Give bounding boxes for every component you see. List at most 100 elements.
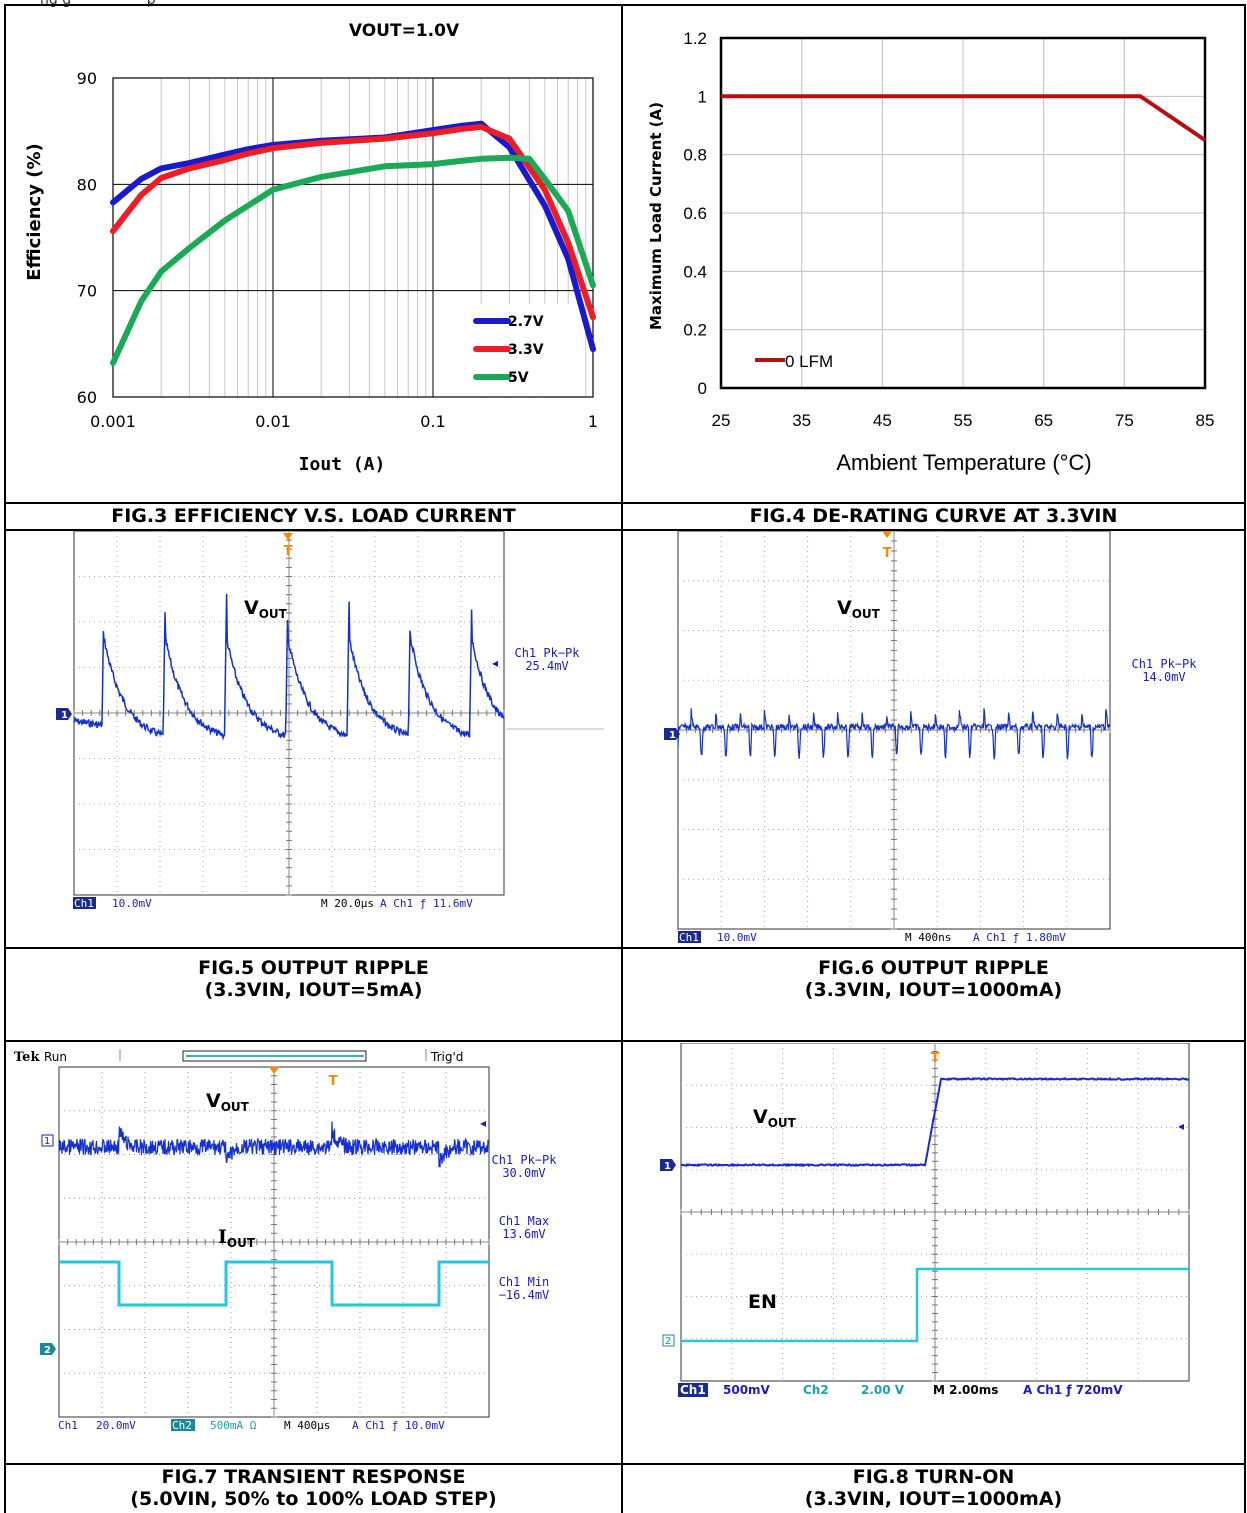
fig5-status-ch: Ch1: [74, 897, 94, 910]
fig8-en-label: EN: [748, 1291, 777, 1313]
fig7-trigger-t-icon: T: [329, 1074, 338, 1089]
fig4-x-tick-label: 65: [1034, 411, 1053, 430]
fig8-vout-label: VOUT: [753, 1106, 797, 1130]
fig4-y-tick-label: 1.2: [683, 29, 707, 48]
fig5-ch1-marker-label: 1: [61, 710, 68, 721]
fig3-ylabel: Efficiency (%): [24, 143, 45, 280]
fig7-tek-label: Tek: [14, 1050, 40, 1065]
fig3-y-tick-label: 60: [77, 388, 97, 407]
fig6-trigger-marker-icon: [882, 531, 892, 538]
fig6-ch1-marker-icon: [664, 728, 680, 740]
fig6-caption: FIG.6 OUTPUT RIPPLE (3.3VIN, IOUT=1000mA): [804, 957, 1063, 1001]
fig5-ch1-marker-icon: [56, 708, 72, 720]
fig4-y-tick-label: 0.2: [683, 321, 707, 340]
fig7-ch2-marker-icon: [40, 1343, 56, 1355]
fig3-x-tick-label: 0.1: [420, 412, 445, 431]
fig5-trigger-marker-icon: [283, 533, 293, 540]
fig3-legend-label: 5V: [508, 370, 529, 386]
fig7-run-label: Run: [44, 1050, 67, 1064]
fig4-y-tick-label: 0.8: [683, 146, 707, 165]
fig3-y-tick-label: 70: [77, 282, 97, 301]
fig5-status-trig: A Ch1 ƒ 11.6mV: [380, 897, 473, 910]
fig4-x-tick-label: 55: [954, 411, 973, 430]
fig7-meas-1b: 30.0mV: [502, 1166, 545, 1180]
fig5-meas-2: 25.4mV: [525, 659, 568, 673]
fig8-ch1-tag: [678, 1383, 708, 1397]
fig4-x-tick-label: 35: [792, 411, 811, 430]
fig7-status-ch1: Ch1: [58, 1419, 78, 1432]
fig4-ylabel: Maximum Load Current (A): [647, 102, 665, 330]
fig8-ch1-marker-icon: [660, 1159, 676, 1171]
fig4-x-tick-label: 25: [712, 411, 731, 430]
fig7-trigd-label: Trig'd: [430, 1050, 463, 1064]
fig7-ch1-marker-icon: [41, 1134, 54, 1147]
fig4-y-tick-label: 0.6: [683, 204, 707, 223]
fig6-meas-1: Ch1 Pk−Pk: [1131, 657, 1197, 671]
fig8-caption: FIG.8 TURN-ON (3.3VIN, IOUT=1000mA): [804, 1466, 1063, 1510]
fig6-trigger-t-icon: T: [883, 546, 892, 561]
fig7-meas-2a: Ch1 Max: [499, 1214, 550, 1228]
fig5-pos-arrow-icon: ◂: [492, 656, 498, 670]
fig8-pos-arrow-icon: ◂: [1178, 1119, 1184, 1133]
fig5-scope: T VOUT Ch1 Pk−Pk 25.4mV 1 ◂ Ch1 10.0mV M…: [56, 531, 604, 910]
fig7-meas-3a: Ch1 Min: [499, 1275, 550, 1289]
fig8-status-ch1: Ch1: [680, 1383, 706, 1397]
fig3-legend-box: [444, 304, 584, 396]
fig6-ch1-marker-label: 1: [669, 730, 676, 741]
fig7-vout-label: VOUT: [206, 1090, 250, 1114]
fig3-x-tick-label: 1: [588, 412, 598, 431]
fig4-x-tick-label: 85: [1196, 411, 1215, 430]
fig8-status-s1: 500mV: [723, 1383, 771, 1397]
fig7-record-bar: [182, 1050, 367, 1062]
fig8-trace-vout: [680, 1076, 1190, 1168]
fig3-x-tick-label: 0.001: [90, 412, 136, 431]
fig7-status-ch2: Ch2: [172, 1419, 192, 1432]
fig6-status-scale: 10.0mV: [717, 931, 757, 944]
fig7-ch2-marker-label: 2: [44, 1345, 51, 1356]
fig4-caption: FIG.4 DE-RATING CURVE AT 3.3VIN: [749, 505, 1118, 527]
fig3-legend-label: 2.7V: [508, 314, 544, 330]
fig8-status-trig: A Ch1 ƒ 720mV: [1023, 1383, 1123, 1397]
fig5-status-time: M 20.0µs: [321, 897, 374, 910]
fig5-trigger-t-icon: T: [284, 544, 293, 559]
fig6-meas-2: 14.0mV: [1142, 670, 1185, 684]
fig7-meas-1a: Ch1 Pk−Pk: [491, 1153, 557, 1167]
fig4-plot-frame: [719, 36, 1207, 390]
fig5-trace: [73, 593, 505, 741]
fig3-plot-frame: [112, 77, 594, 398]
fig7-status-s1: 20.0mV: [96, 1419, 136, 1432]
fig7-status-trig: A Ch1 ƒ 10.0mV: [352, 1419, 445, 1432]
fig6-vout-label: VOUT: [837, 597, 881, 621]
fig4-y-tick-label: 0: [698, 379, 707, 398]
fig4-y-tick-label: 1: [698, 87, 707, 106]
fig3-series-line: [110, 154, 596, 366]
fig7-trace-vout: [58, 1121, 490, 1168]
fig7-iout-label: IOUT: [218, 1226, 256, 1250]
fig3-xlabel: Iout (A): [299, 454, 386, 475]
fig7-trace-iout: [59, 1260, 489, 1307]
fig8-trigger-t-icon: T: [931, 1051, 940, 1066]
fig8-status-time: M 2.00ms: [933, 1383, 998, 1397]
fig8-trace-en: [681, 1267, 1189, 1343]
fig7-caption: FIG.7 TRANSIENT RESPONSE (5.0VIN, 50% to …: [130, 1466, 497, 1510]
fig6-status-ch: Ch1: [679, 931, 699, 944]
fig8-ch2-marker-label: 2: [665, 1336, 671, 1347]
fig3-y-tick-label: 80: [77, 175, 97, 194]
fig5-vout-label: VOUT: [244, 597, 288, 621]
fig4-y-tick-label: 0.4: [683, 262, 707, 281]
fig7-meas-2b: 13.6mV: [502, 1227, 545, 1241]
fig8-status-ch2: Ch2: [803, 1383, 829, 1397]
fig7-status-time: M 400µs: [284, 1419, 330, 1432]
fig6-status-trig: A Ch1 ƒ 1.80mV: [973, 931, 1066, 944]
fig7-pos-arrow-icon: ◂: [480, 1116, 486, 1130]
fig7-status-s2: 500mA Ω: [210, 1419, 257, 1432]
fig4-xlabel: Ambient Temperature (°C): [836, 450, 1091, 475]
fig3-series-line: [110, 123, 596, 321]
fig3-efficiency-chart: VOUT=1.0V 60 70 80 90 0.001 0.01 0.1 1 2.7V 3.3V 5…: [24, 21, 598, 475]
fig8-status-s2: 2.00 V: [861, 1383, 905, 1397]
fig3-x-tick-label: 0.01: [255, 412, 291, 431]
fig5-meas-1: Ch1 Pk−Pk: [514, 646, 580, 660]
fig6-scope: T VOUT Ch1 Pk−Pk 14.0mV 1 Ch1 10.0mV M 4…: [664, 531, 1197, 944]
fig4-legend-label: 0 LFM: [785, 352, 833, 371]
fig6-trace: [677, 708, 1110, 760]
